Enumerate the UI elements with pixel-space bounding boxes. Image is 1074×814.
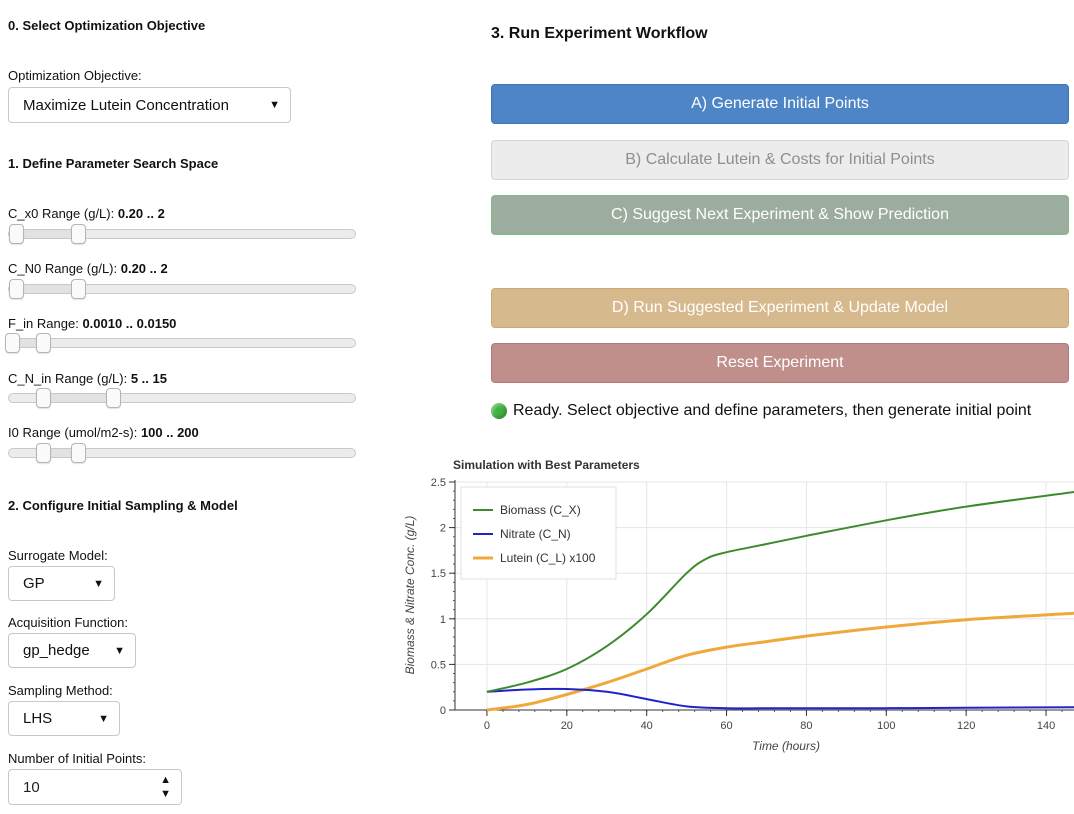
section0-title: 0. Select Optimization Objective bbox=[8, 18, 206, 33]
x-tick-label: 120 bbox=[957, 720, 975, 732]
x-tick-label: 100 bbox=[877, 720, 895, 732]
slider-value-cx0: 0.20 .. 2 bbox=[117, 206, 165, 221]
slider-label-cx0: C_x0 Range (g/L): 0.20 .. 2 bbox=[8, 206, 165, 221]
slider-handle-min[interactable] bbox=[9, 279, 24, 299]
x-tick-label: 20 bbox=[561, 720, 573, 732]
chart-title: Simulation with Best Parameters bbox=[453, 458, 640, 472]
objective-select[interactable]: Maximize Lutein Concentration ▼ bbox=[8, 87, 291, 123]
slider-handle-min[interactable] bbox=[9, 224, 24, 244]
stepper-icon[interactable]: ▲ ▼ bbox=[160, 774, 171, 800]
series-line-biomass bbox=[486, 491, 1074, 693]
slider-value-cn0: 0.20 .. 2 bbox=[120, 261, 168, 276]
chevron-down-icon: ▼ bbox=[269, 99, 280, 111]
suggest-next-experiment-button[interactable]: C) Suggest Next Experiment & Show Predic… bbox=[491, 195, 1069, 235]
slider-label-i0: I0 Range (umol/m2-s): 100 .. 200 bbox=[8, 425, 199, 440]
chevron-down-icon: ▼ bbox=[93, 577, 104, 590]
x-axis-label: Time (hours) bbox=[752, 739, 820, 753]
y-tick-label: 2 bbox=[440, 523, 446, 535]
slider-cn0[interactable] bbox=[8, 279, 356, 299]
npoints-input[interactable]: 10 ▲ ▼ bbox=[8, 769, 182, 805]
slider-handle-max[interactable] bbox=[71, 443, 86, 463]
slider-handle-min[interactable] bbox=[36, 388, 51, 408]
acquisition-select[interactable]: gp_hedge ▼ bbox=[8, 633, 136, 668]
calculate-lutein-costs-button[interactable]: B) Calculate Lutein & Costs for Initial … bbox=[491, 140, 1069, 180]
sampling-label: Sampling Method: bbox=[8, 683, 113, 698]
simulation-chart: Simulation with Best Parameters 0 20 40 60 8… bbox=[403, 458, 1074, 753]
surrogate-label: Surrogate Model: bbox=[8, 548, 108, 563]
objective-label: Optimization Objective: bbox=[8, 68, 142, 83]
slider-value-fin: 0.0010 .. 0.0150 bbox=[82, 316, 177, 331]
legend-label: Lutein (C_L) x100 bbox=[500, 551, 596, 565]
reset-experiment-button[interactable]: Reset Experiment bbox=[491, 343, 1069, 383]
slider-label-fin: F_in Range: 0.0010 .. 0.0150 bbox=[8, 316, 177, 331]
acquisition-label: Acquisition Function: bbox=[8, 615, 128, 630]
slider-handle-max[interactable] bbox=[106, 388, 121, 408]
slider-i0[interactable] bbox=[8, 443, 356, 463]
slider-cnin[interactable] bbox=[8, 388, 356, 408]
surrogate-value: GP bbox=[23, 575, 45, 592]
generate-initial-points-button[interactable]: A) Generate Initial Points bbox=[491, 84, 1069, 124]
status-message: Ready. Select objective and define param… bbox=[491, 402, 1031, 420]
y-tick-label: 1.5 bbox=[431, 568, 446, 580]
run-suggested-experiment-button[interactable]: D) Run Suggested Experiment & Update Mod… bbox=[491, 288, 1069, 328]
slider-value-cnin: 5 .. 15 bbox=[130, 371, 167, 386]
npoints-value: 10 bbox=[23, 778, 40, 796]
slider-label-cn0: C_N0 Range (g/L): 0.20 .. 2 bbox=[8, 261, 168, 276]
slider-value-i0: 100 .. 200 bbox=[140, 425, 199, 440]
section1-title: 1. Define Parameter Search Space bbox=[8, 156, 219, 171]
npoints-label: Number of Initial Points: bbox=[8, 751, 147, 766]
section2-title: 2. Configure Initial Sampling & Model bbox=[8, 498, 238, 513]
slider-fin[interactable] bbox=[5, 333, 356, 353]
y-tick-label: 1 bbox=[440, 614, 446, 626]
x-tick-label: 0 bbox=[484, 720, 490, 732]
x-tick-label: 40 bbox=[641, 720, 653, 732]
slider-cx0[interactable] bbox=[8, 224, 356, 244]
status-dot-icon bbox=[491, 403, 507, 419]
slider-handle-min[interactable] bbox=[5, 333, 20, 353]
y-tick-label: 0 bbox=[440, 705, 446, 717]
y-tick-label: 0.5 bbox=[431, 659, 446, 671]
x-tick-label: 140 bbox=[1037, 720, 1055, 732]
x-tick-label: 80 bbox=[800, 720, 812, 732]
section3-title: 3. Run Experiment Workflow bbox=[491, 25, 708, 42]
status-text: Ready. Select objective and define param… bbox=[513, 402, 1032, 419]
objective-value: Maximize Lutein Concentration bbox=[23, 96, 229, 114]
chevron-down-icon: ▼ bbox=[98, 712, 109, 725]
surrogate-select[interactable]: GP ▼ bbox=[8, 566, 115, 601]
slider-handle-min[interactable] bbox=[36, 443, 51, 463]
y-axis-label: Biomass & Nitrate Conc. (g/L) bbox=[403, 516, 417, 675]
y-tick-label: 2.5 bbox=[431, 477, 446, 489]
slider-label-cnin: C_N_in Range (g/L): 5 .. 15 bbox=[8, 371, 167, 386]
sampling-value: LHS bbox=[23, 710, 53, 727]
series-line-nitrate bbox=[486, 687, 1074, 710]
series-line-lutein bbox=[486, 611, 1074, 712]
slider-handle-max[interactable] bbox=[36, 333, 51, 353]
legend-label: Biomass (C_X) bbox=[500, 503, 581, 517]
legend-label: Nitrate (C_N) bbox=[500, 527, 571, 541]
acquisition-value: gp_hedge bbox=[23, 642, 90, 659]
slider-handle-max[interactable] bbox=[71, 279, 86, 299]
x-tick-label: 60 bbox=[720, 720, 732, 732]
slider-handle-max[interactable] bbox=[71, 224, 86, 244]
chevron-down-icon: ▼ bbox=[114, 644, 125, 657]
sampling-select[interactable]: LHS ▼ bbox=[8, 701, 120, 736]
